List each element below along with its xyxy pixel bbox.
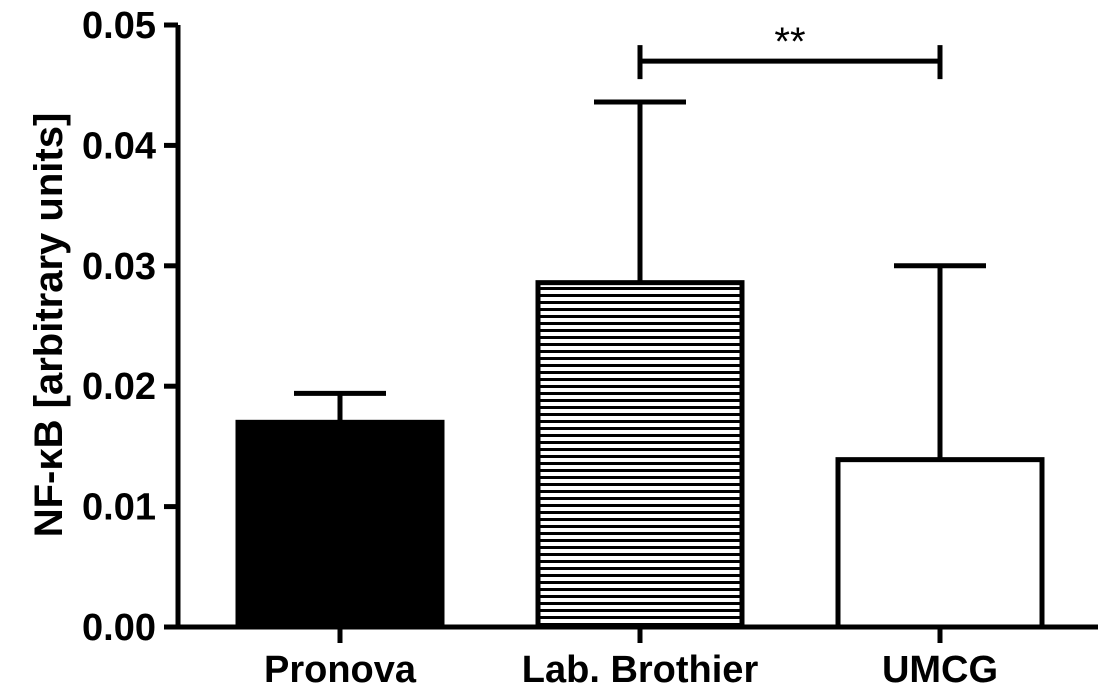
y-axis-label: NF-κB [arbitrary units] <box>27 113 71 538</box>
x-category-label: UMCG <box>882 649 998 691</box>
bar-pronova <box>235 419 445 630</box>
bars-group <box>235 99 1045 630</box>
y-tick-label: 0.05 <box>82 5 156 47</box>
bar-umcg <box>835 457 1045 630</box>
x-axis: Pronova Lab. Brothier UMCG <box>176 624 1098 691</box>
y-tick-label: 0.00 <box>82 607 156 649</box>
x-category-label: Pronova <box>264 649 417 691</box>
y-axis: 0.00 0.01 0.02 0.03 0.04 0.05 <box>82 5 181 649</box>
x-category-label: Lab. Brothier <box>522 649 759 691</box>
bar-lab-brothier <box>535 280 745 630</box>
y-tick-label: 0.03 <box>82 246 156 288</box>
y-tick-label: 0.02 <box>82 366 156 408</box>
significance-label: ** <box>774 20 805 64</box>
significance-group: ** <box>637 20 943 80</box>
y-tick-label: 0.04 <box>82 125 156 167</box>
y-tick-label: 0.01 <box>82 487 156 529</box>
